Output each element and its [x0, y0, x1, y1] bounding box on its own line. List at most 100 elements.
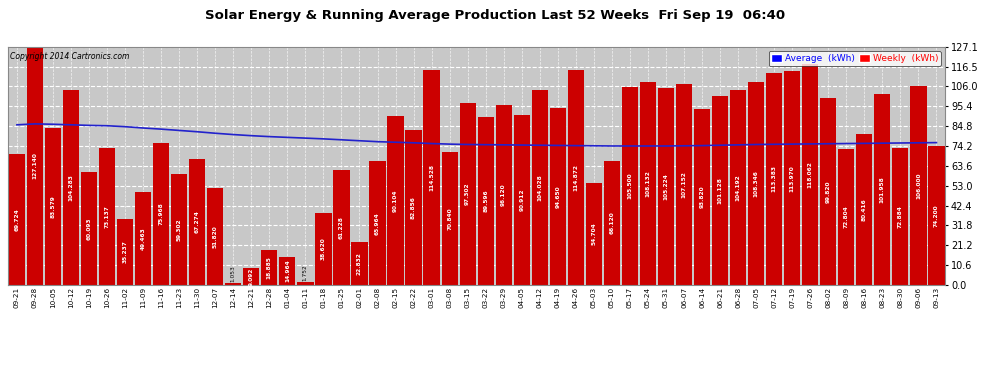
Bar [189, 159, 205, 285]
Text: 113.970: 113.970 [790, 165, 795, 192]
Text: 97.302: 97.302 [465, 183, 470, 205]
Text: 106.000: 106.000 [916, 172, 921, 199]
Bar [820, 98, 837, 285]
Text: 104.283: 104.283 [68, 174, 73, 201]
Bar [604, 161, 620, 285]
Bar [766, 73, 782, 285]
Text: 69.724: 69.724 [15, 208, 20, 231]
Bar [27, 47, 44, 285]
Text: 60.093: 60.093 [86, 217, 91, 240]
Text: 49.463: 49.463 [141, 227, 146, 250]
Bar [459, 103, 476, 285]
Text: Copyright 2014 Cartronics.com: Copyright 2014 Cartronics.com [10, 52, 129, 61]
Bar [694, 109, 710, 285]
Bar [712, 96, 729, 285]
Text: 18.885: 18.885 [267, 256, 272, 279]
Bar [424, 70, 440, 285]
Bar [802, 64, 819, 285]
Text: 80.416: 80.416 [862, 198, 867, 221]
Bar [406, 130, 422, 285]
Text: 99.820: 99.820 [826, 180, 831, 203]
Bar [442, 152, 457, 285]
Bar [261, 250, 277, 285]
Bar [622, 87, 638, 285]
Text: 74.200: 74.200 [934, 204, 939, 227]
Bar [244, 268, 259, 285]
Text: 93.820: 93.820 [700, 186, 705, 209]
Text: 104.028: 104.028 [538, 174, 543, 201]
Bar [874, 94, 890, 285]
Bar [784, 72, 800, 285]
Bar [640, 82, 656, 285]
Text: 114.528: 114.528 [429, 164, 434, 191]
Bar [334, 170, 349, 285]
Bar [892, 148, 909, 285]
Text: 72.804: 72.804 [843, 206, 848, 228]
Text: 82.856: 82.856 [411, 196, 416, 219]
Bar [279, 257, 295, 285]
Bar [153, 142, 169, 285]
Bar [351, 242, 367, 285]
Legend: Average  (kWh), Weekly  (kWh): Average (kWh), Weekly (kWh) [768, 51, 940, 66]
Text: 90.912: 90.912 [520, 189, 525, 211]
Bar [316, 213, 332, 285]
Text: 38.620: 38.620 [321, 237, 326, 260]
Bar [514, 115, 530, 285]
Bar [856, 134, 872, 285]
Text: 14.964: 14.964 [285, 260, 290, 282]
Bar [496, 105, 512, 285]
Bar [676, 84, 692, 285]
Text: 75.968: 75.968 [158, 202, 163, 225]
Bar [910, 86, 927, 285]
Text: 113.383: 113.383 [771, 165, 777, 192]
Text: 22.832: 22.832 [357, 252, 362, 275]
Bar [567, 70, 584, 285]
Text: 114.872: 114.872 [573, 164, 578, 191]
Text: 59.302: 59.302 [176, 218, 182, 241]
Bar [117, 219, 134, 285]
Text: 90.104: 90.104 [393, 189, 398, 212]
Bar [839, 148, 854, 285]
Text: 105.224: 105.224 [663, 173, 668, 200]
Text: 73.137: 73.137 [105, 205, 110, 228]
Bar [135, 192, 151, 285]
Text: 65.964: 65.964 [375, 212, 380, 235]
Bar [81, 172, 97, 285]
Text: 1.752: 1.752 [303, 264, 308, 281]
Text: 108.346: 108.346 [753, 170, 758, 197]
Bar [730, 90, 746, 285]
Text: 66.120: 66.120 [610, 211, 615, 234]
Text: 72.884: 72.884 [898, 205, 903, 228]
Bar [658, 88, 674, 285]
Text: 104.192: 104.192 [736, 174, 741, 201]
Text: 108.132: 108.132 [645, 170, 650, 197]
Bar [297, 282, 314, 285]
Text: 101.958: 101.958 [880, 176, 885, 203]
Text: Solar Energy & Running Average Production Last 52 Weeks  Fri Sep 19  06:40: Solar Energy & Running Average Productio… [205, 9, 785, 22]
Bar [477, 117, 494, 285]
Text: 35.237: 35.237 [123, 240, 128, 263]
Text: 70.840: 70.840 [447, 207, 452, 230]
Text: 105.500: 105.500 [628, 173, 633, 200]
Bar [63, 90, 79, 285]
Text: 83.579: 83.579 [50, 195, 55, 218]
Text: 96.120: 96.120 [501, 184, 506, 206]
Text: 61.228: 61.228 [339, 216, 344, 239]
Bar [586, 183, 602, 285]
Bar [45, 128, 61, 285]
Text: 118.062: 118.062 [808, 161, 813, 188]
Bar [369, 161, 386, 285]
Bar [9, 154, 25, 285]
Bar [225, 283, 242, 285]
Text: 67.274: 67.274 [195, 210, 200, 233]
Bar [99, 148, 115, 285]
Text: 1.053: 1.053 [231, 266, 236, 282]
Bar [207, 188, 224, 285]
Bar [549, 108, 566, 285]
Text: 51.820: 51.820 [213, 225, 218, 248]
Text: 107.152: 107.152 [681, 171, 686, 198]
Bar [532, 90, 547, 285]
Text: 9.092: 9.092 [248, 267, 253, 286]
Bar [748, 82, 764, 285]
Text: 94.650: 94.650 [555, 185, 560, 208]
